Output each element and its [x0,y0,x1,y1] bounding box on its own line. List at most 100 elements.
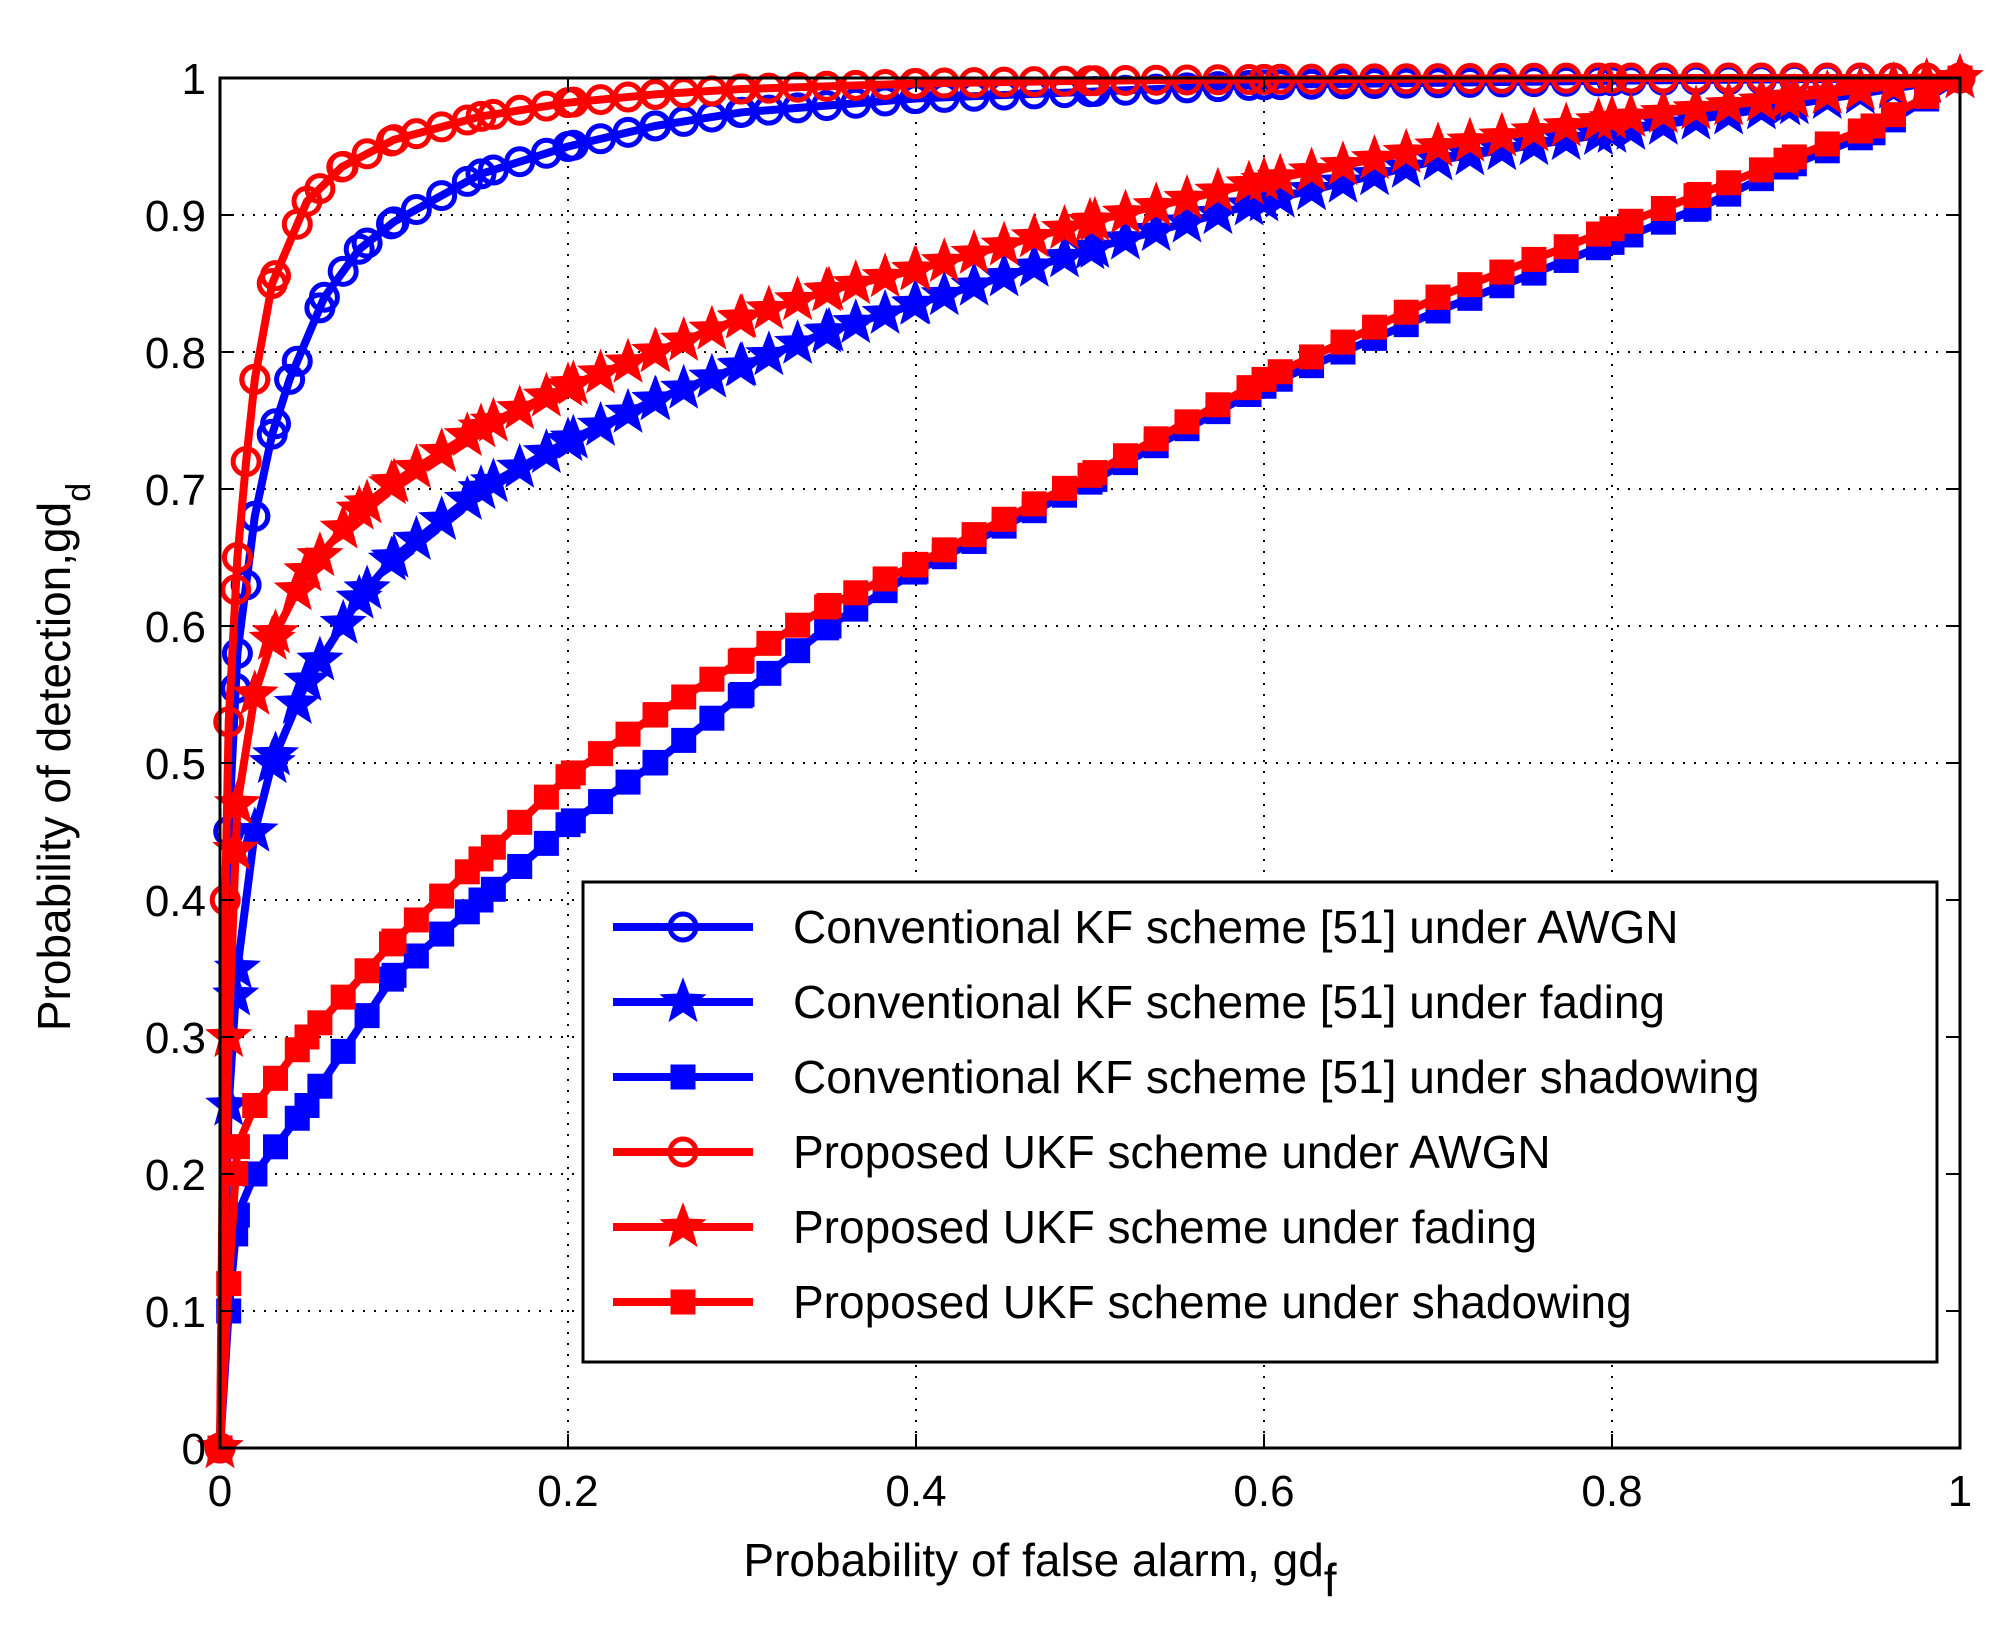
legend-label: Proposed UKF scheme under fading [793,1201,1537,1253]
curve-marker [281,345,313,377]
curve-marker [454,859,480,885]
curve-marker [950,228,998,274]
curve-marker [920,237,968,283]
series-5 [196,53,1984,1469]
curve-marker [671,727,697,753]
curve-marker [343,564,391,610]
curve-marker [1393,299,1419,325]
curve-marker [327,150,359,182]
series-2 [196,53,1984,1469]
curve-marker [1553,234,1579,260]
curve-marker [1814,131,1840,157]
curve-marker [1071,223,1119,269]
curve-marker [304,173,336,205]
curve-marker [1140,73,1172,105]
curve-marker [549,413,598,459]
curve-marker [782,71,814,103]
curve-marker [403,943,429,969]
legend-item: Proposed UKF scheme under fading [613,1201,1537,1253]
legend-label: Proposed UKF scheme under shadowing [793,1276,1632,1328]
curve-marker [1010,212,1058,258]
data-point [213,779,261,825]
data-point [213,706,245,738]
curve-marker [615,769,641,795]
x-tick-label: 0.2 [537,1467,598,1516]
curve-marker [1510,120,1558,166]
curve-marker [811,70,843,102]
curve-marker [1287,146,1336,192]
curve-marker [263,1065,289,1091]
curve-marker [1585,221,1611,247]
curve-marker [604,337,652,383]
curve-marker [576,400,625,446]
legend-item: Proposed UKF scheme under AWGN [613,1126,1551,1178]
curve-marker [988,66,1020,98]
curve-marker [1914,83,1940,109]
y-axis-label: Probability of detection,gdd [28,483,98,1031]
curve-marker [811,90,843,122]
x-tick-label: 0 [208,1467,232,1516]
curve-marker [1040,204,1089,250]
curve-marker [296,635,344,681]
data-point [216,1271,242,1297]
curve-marker [785,612,811,638]
curve-marker [1018,66,1050,98]
curve-marker [745,330,793,376]
x-axis-label: Probability of false alarm, gdf [743,1534,1336,1606]
curve-marker [239,363,271,395]
curve-marker [588,741,614,767]
curve-marker [890,279,939,325]
curve-marker [615,721,641,747]
curve-marker [400,194,432,226]
curve-marker [1132,181,1180,227]
curve-marker [861,252,909,298]
x-tick-label: 0.8 [1581,1467,1642,1516]
curve-marker [469,396,518,442]
curve-marker [643,749,669,775]
curve-marker [632,326,680,372]
curve-marker [351,227,383,259]
curve-marker [724,73,756,105]
curve-marker [1101,214,1150,260]
ticks [219,77,1961,1449]
curve-marker [840,87,872,119]
curve-marker [1847,118,1873,144]
curve-marker [699,666,725,692]
curve-marker [1267,359,1293,385]
curve-marker [1319,157,1367,203]
curve-marker [1299,344,1325,370]
legend-marker [659,1202,707,1248]
curve-marker [263,1134,289,1160]
curve-marker [1021,491,1047,517]
curve-marker [1194,166,1242,212]
curve-marker [612,116,644,148]
curve-marker [1236,375,1262,401]
series-line [216,74,1960,1449]
curve-marker [1618,208,1644,234]
curve-marker [330,984,356,1010]
curve-marker [375,208,407,240]
curve-marker [1542,115,1590,161]
curve-marker [961,522,987,548]
curve-marker [260,408,292,440]
legend: Conventional KF scheme [51] under AWGN Co… [581,880,1939,1364]
curve-marker [604,387,652,433]
curve-marker [507,809,533,835]
curve-marker [1202,64,1234,96]
curve-marker [688,304,736,350]
curve-marker [1079,65,1111,97]
legend-marker [659,977,707,1023]
curve-marker [1319,140,1367,186]
curve-marker [533,784,559,810]
series-6 [207,65,1973,1461]
curve-marker [426,180,458,212]
curve-marker [522,428,571,474]
legend-marker [667,1136,699,1168]
y-tick-label: 0.1 [145,1288,206,1337]
curve-marker [1382,127,1430,173]
curve-marker [699,705,725,731]
curve-marker [745,284,793,330]
x-tick-label: 1 [1948,1467,1972,1516]
curve-marker [1194,189,1242,235]
curve-marker [354,1003,380,1029]
